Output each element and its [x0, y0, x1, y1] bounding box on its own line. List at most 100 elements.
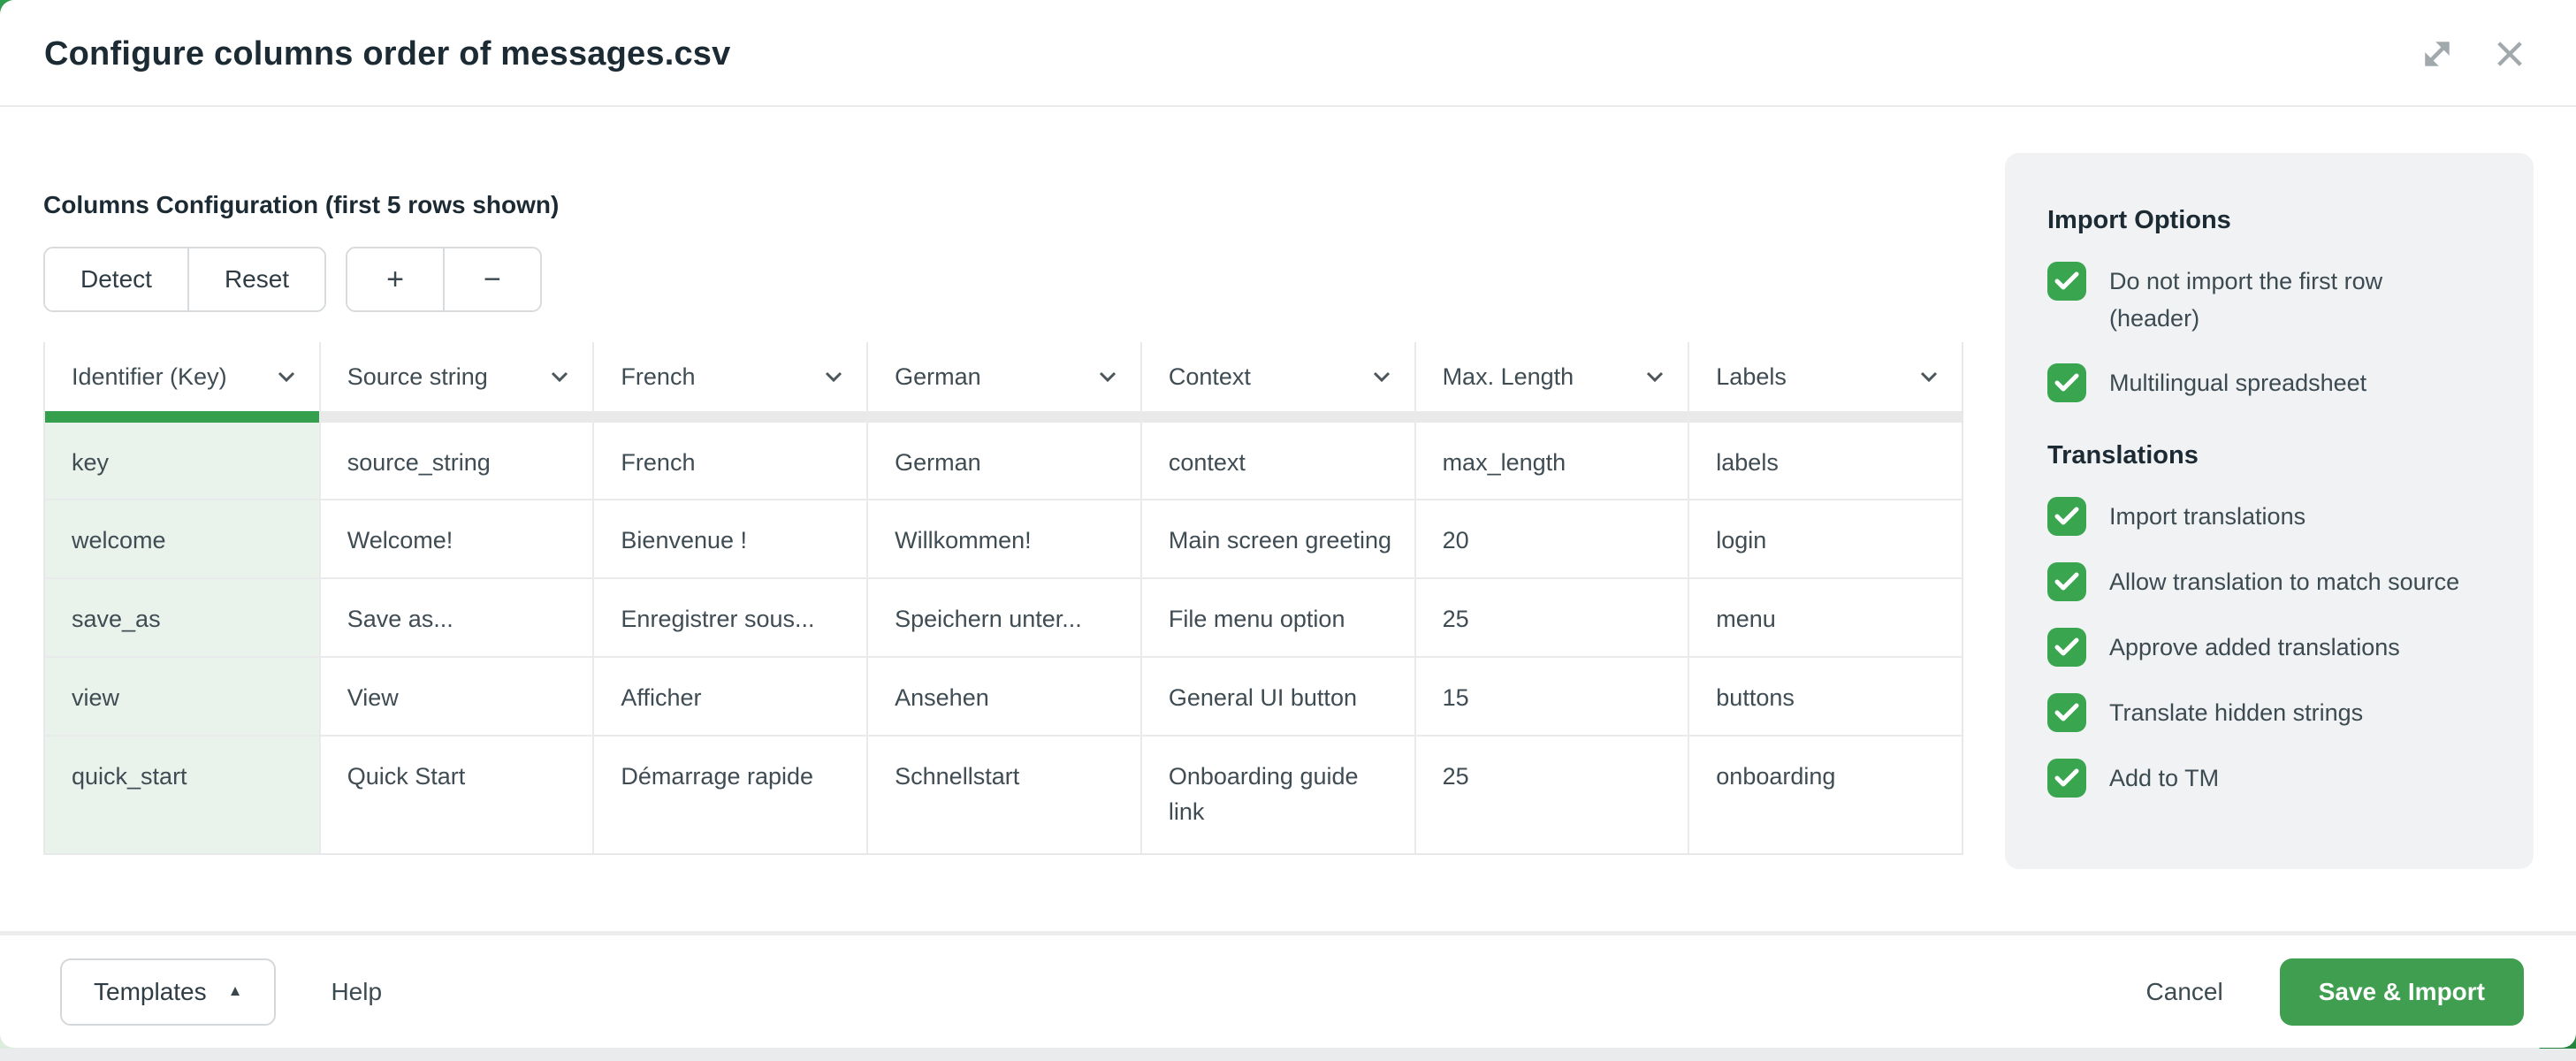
table-cell: 15: [1414, 658, 1688, 735]
table-cell: Quick Start: [318, 737, 593, 853]
table-cell: quick_start: [45, 737, 319, 853]
option-add-to-tm[interactable]: Add to TM: [2047, 759, 2491, 798]
detect-button[interactable]: Detect: [45, 248, 187, 310]
table-cell: Bienvenue !: [592, 500, 867, 577]
checkmark-icon: [2054, 271, 2079, 290]
remove-column-button[interactable]: −: [442, 248, 540, 310]
column-header-label: Identifier (Key): [72, 363, 227, 390]
column-header-german[interactable]: German: [866, 342, 1140, 411]
chevron-down-icon: [1099, 371, 1116, 383]
footer-divider: [0, 931, 2576, 935]
table-cell: source_string: [318, 423, 593, 499]
templates-button[interactable]: Templates ▲: [60, 958, 277, 1026]
chevron-down-icon: [278, 371, 294, 383]
checkbox-checked[interactable]: [2047, 693, 2086, 732]
column-header-identifier[interactable]: Identifier (Key): [45, 342, 319, 411]
column-indicator: [592, 411, 867, 423]
templates-button-label: Templates: [94, 977, 207, 1005]
table-cell: key: [45, 423, 319, 499]
checkbox-checked[interactable]: [2047, 562, 2086, 601]
table-cell: 20: [1414, 500, 1688, 577]
column-header-source-string[interactable]: Source string: [318, 342, 593, 411]
table-cell: menu: [1688, 579, 1962, 656]
checkbox-checked[interactable]: [2047, 497, 2086, 536]
chevron-down-icon: [1920, 371, 1938, 383]
add-column-button[interactable]: +: [347, 248, 443, 310]
add-remove-group: + −: [346, 247, 542, 312]
help-link[interactable]: Help: [331, 977, 383, 1005]
cancel-button[interactable]: Cancel: [2145, 977, 2223, 1005]
table-cell: Démarrage rapide: [592, 737, 867, 853]
table-header-row: Identifier (Key) Source string French Ge…: [45, 342, 1962, 411]
table-cell: login: [1688, 500, 1962, 577]
column-indicator-row: [45, 411, 1962, 423]
modal-header: Configure columns order of messages.csv: [0, 0, 2576, 107]
option-label: Approve added translations: [2109, 634, 2400, 660]
column-header-max-length[interactable]: Max. Length: [1414, 342, 1688, 411]
option-label: Import translations: [2109, 503, 2306, 530]
option-label: Add to TM: [2109, 765, 2220, 791]
table-cell: onboarding: [1688, 737, 1962, 853]
option-label: Translate hidden strings: [2109, 699, 2364, 726]
column-header-french[interactable]: French: [592, 342, 867, 411]
table-row: view View Afficher Ansehen General UI bu…: [45, 656, 1962, 735]
table-cell: Afficher: [592, 658, 867, 735]
column-header-label: Labels: [1716, 363, 1787, 390]
caret-up-icon: ▲: [227, 981, 243, 999]
table-cell: File menu option: [1139, 579, 1414, 656]
reset-button[interactable]: Reset: [187, 248, 325, 310]
checkmark-icon: [2054, 373, 2079, 392]
table-cell: German: [866, 423, 1140, 499]
column-indicator: [1414, 411, 1688, 423]
checkmark-icon: [2054, 507, 2079, 525]
save-and-import-button[interactable]: Save & Import: [2279, 958, 2524, 1026]
detect-reset-group: Detect Reset: [43, 247, 327, 312]
table-cell: 25: [1414, 579, 1688, 656]
expand-icon[interactable]: [2417, 34, 2458, 74]
column-header-label: Max. Length: [1442, 363, 1574, 390]
table-row: save_as Save as... Enregistrer sous... S…: [45, 577, 1962, 656]
close-icon[interactable]: [2489, 34, 2530, 74]
option-import-translations[interactable]: Import translations: [2047, 497, 2491, 536]
option-label: Allow translation to match source: [2109, 569, 2460, 595]
option-allow-translation-match-source[interactable]: Allow translation to match source: [2047, 562, 2491, 601]
modal-title: Configure columns order of messages.csv: [44, 35, 731, 73]
table-row: quick_start Quick Start Démarrage rapide…: [45, 735, 1962, 853]
option-approve-added-translations[interactable]: Approve added translations: [2047, 628, 2491, 667]
column-header-label: Context: [1168, 363, 1251, 390]
option-translate-hidden-strings[interactable]: Translate hidden strings: [2047, 693, 2491, 732]
table-cell: Welcome!: [318, 500, 593, 577]
table-cell: buttons: [1688, 658, 1962, 735]
chevron-down-icon: [1647, 371, 1664, 383]
table-row: key source_string French German context …: [45, 423, 1962, 499]
checkbox-checked[interactable]: [2047, 262, 2086, 301]
column-indicator: [318, 411, 593, 423]
checkbox-checked[interactable]: [2047, 759, 2086, 798]
columns-preview-table: Identifier (Key) Source string French Ge…: [43, 342, 1963, 855]
table-cell: welcome: [45, 500, 319, 577]
table-cell: Willkommen!: [866, 500, 1140, 577]
option-do-not-import-first-row[interactable]: Do not import the first row (header): [2047, 262, 2491, 337]
checkbox-checked[interactable]: [2047, 628, 2086, 667]
column-header-labels[interactable]: Labels: [1688, 342, 1962, 411]
table-cell: view: [45, 658, 319, 735]
import-options-heading: Import Options: [2047, 206, 2231, 234]
table-cell: Save as...: [318, 579, 593, 656]
column-header-context[interactable]: Context: [1139, 342, 1414, 411]
import-options-panel: Import Options Do not import the first r…: [2005, 153, 2534, 869]
table-row: welcome Welcome! Bienvenue ! Willkommen!…: [45, 499, 1962, 577]
table-cell: Enregistrer sous...: [592, 579, 867, 656]
column-indicator: [1139, 411, 1414, 423]
column-indicator: [866, 411, 1140, 423]
chevron-down-icon: [826, 371, 842, 383]
columns-configuration-heading: Columns Configuration (first 5 rows show…: [43, 191, 560, 218]
column-header-label: French: [621, 363, 696, 390]
option-label: Multilingual spreadsheet: [2109, 370, 2367, 396]
close-icon-glyph: [2497, 42, 2522, 66]
table-cell: Ansehen: [866, 658, 1140, 735]
checkbox-checked[interactable]: [2047, 363, 2086, 402]
table-cell: General UI button: [1139, 658, 1414, 735]
option-multilingual-spreadsheet[interactable]: Multilingual spreadsheet: [2047, 363, 2491, 402]
table-cell: context: [1139, 423, 1414, 499]
table-cell: max_length: [1414, 423, 1688, 499]
